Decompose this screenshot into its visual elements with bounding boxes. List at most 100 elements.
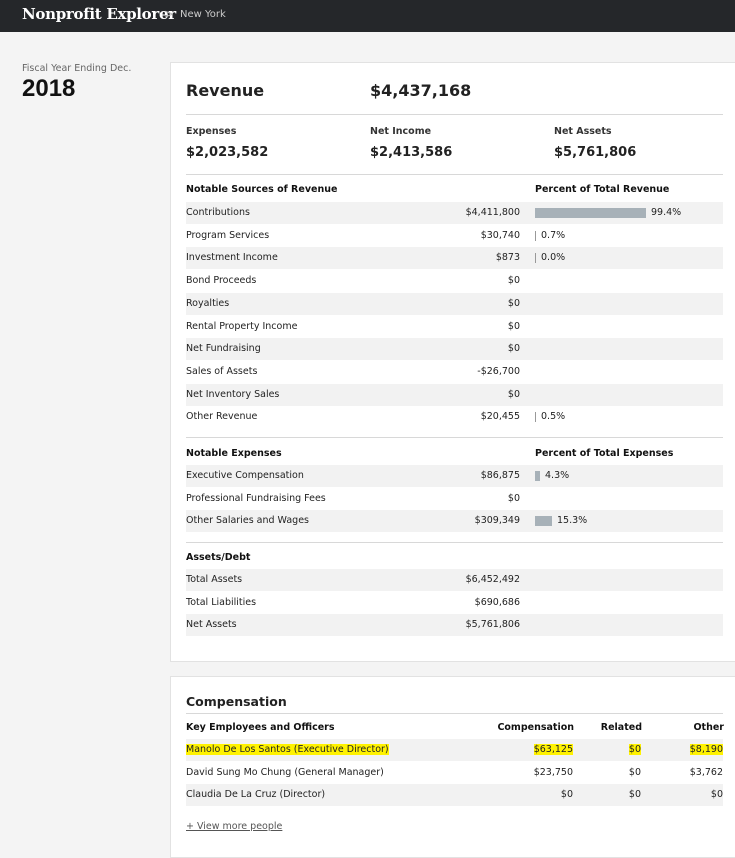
row-amount: $309,349 [474,515,520,527]
row-amount: $0 [507,320,520,332]
divider [186,542,723,543]
employee-name: Manolo De Los Santos (Executive Director… [186,744,389,755]
percent-label: 99.4% [651,207,682,218]
percent-label: 15.3% [557,515,588,527]
revenue-value: $4,437,168 [370,81,472,100]
row-label: Other Salaries and Wages [186,515,309,527]
percent-bar [535,516,552,527]
table-row: Contributions $4,411,800 99.4% [186,202,723,224]
percent-label: 0.0% [541,252,566,264]
col-header-related: Related [600,722,642,733]
table-row: Claudia De La Cruz (Director) $0 $0 $0 [186,784,723,806]
top-nav-bar: Nonprofit Explorer > New York [0,0,735,32]
expenses-label: Expenses [186,126,237,137]
divider [186,713,723,714]
table-row: Other Revenue $20,455 0.5% [186,406,723,428]
row-label: Investment Income [186,252,278,264]
row-label: Executive Compensation [186,470,304,481]
employee-related: $0 [628,744,641,755]
row-amount: $0 [507,388,520,400]
table-row: Royalties $0 [186,292,723,315]
col-header-compensation: Compensation [497,722,574,733]
breadcrumb-state[interactable]: New York [180,9,226,20]
row-amount: $0 [507,275,520,287]
table-row: Rental Property Income $0 [186,316,723,338]
expenses-value: $2,023,582 [186,145,269,160]
table-row: Investment Income $873 0.0% [186,247,723,270]
compensation-title: Compensation [186,694,287,709]
row-label: Program Services [186,229,270,241]
table-row: David Sung Mo Chung (General Manager) $23… [186,762,723,784]
employee-compensation: $23,750 [533,766,573,778]
view-more-people-link[interactable]: + View more people [186,821,283,832]
row-amount: $30,740 [480,229,520,241]
percent-bar [535,412,536,423]
expenses-header: Notable Expenses [186,448,282,459]
row-label: Total Assets [186,574,243,585]
fiscal-year: 2018 [22,75,76,102]
col-header-name: Key Employees and Officers [186,722,335,733]
table-row: Total Liabilities $690,686 [186,592,723,614]
row-label: Net Inventory Sales [186,388,280,400]
row-label: Royalties [186,297,230,309]
percent-label: 0.7% [541,229,566,241]
row-label: Other Revenue [186,411,258,423]
employee-name: Claudia De La Cruz (Director) [186,789,326,800]
row-amount: $5,761,806 [465,619,520,631]
row-amount: -$26,700 [477,365,520,377]
table-row: Program Services $30,740 0.7% [186,225,723,247]
row-label: Total Liabilities [186,596,257,608]
row-label: Net Fundraising [186,343,261,355]
net-assets-label: Net Assets [554,126,612,137]
row-amount: $0 [507,492,520,504]
divider [186,174,723,175]
row-amount: $690,686 [474,596,520,608]
net-income-value: $2,413,586 [370,145,453,160]
percent-bar [535,253,536,264]
percent-bar [535,230,536,241]
divider [186,114,723,115]
table-row: Net Assets $5,761,806 [186,614,723,637]
revenue-pct-header: Percent of Total Revenue [535,184,670,195]
percent-bar [535,208,646,218]
employee-other: $0 [710,789,723,800]
net-income-label: Net Income [370,126,432,137]
row-amount: $0 [507,297,520,309]
compensation-card: Compensation Key Employees and Officers … [170,676,735,858]
table-row: Net Inventory Sales $0 [186,383,723,406]
table-row: Total Assets $6,452,492 [186,569,723,591]
row-amount: $20,455 [480,411,520,423]
row-label: Net Assets [186,619,237,631]
employee-other: $3,762 [689,766,723,778]
row-label: Rental Property Income [186,320,298,332]
revenue-label: Revenue [186,81,265,100]
employee-name: David Sung Mo Chung (General Manager) [186,766,384,778]
row-amount: $4,411,800 [465,207,520,218]
table-row: Manolo De Los Santos (Executive Director… [186,739,723,761]
row-label: Sales of Assets [186,365,258,377]
table-row: Other Salaries and Wages $309,349 15.3% [186,510,723,533]
employee-related: $0 [628,766,641,778]
table-row: Professional Fundraising Fees $0 [186,488,723,510]
site-logo[interactable]: Nonprofit Explorer [22,5,176,23]
table-row: Bond Proceeds $0 [186,270,723,292]
row-label: Contributions [186,207,250,218]
row-label: Professional Fundraising Fees [186,492,326,504]
revenue-sources-header: Notable Sources of Revenue [186,184,338,195]
divider [186,437,723,438]
employee-other: $8,190 [689,744,723,755]
row-amount: $873 [495,252,520,264]
percent-label: 4.3% [545,470,570,481]
row-amount: $86,875 [480,470,520,481]
row-amount: $0 [507,343,520,355]
employee-compensation: $63,125 [533,744,573,755]
financials-card: Revenue $4,437,168 Expenses $2,023,582 N… [170,62,735,662]
assets-header: Assets/Debt [186,552,251,563]
percent-bar [535,471,540,481]
table-row: Net Fundraising $0 [186,338,723,361]
percent-label: 0.5% [541,411,566,423]
chevron-right-icon: > [164,7,175,21]
employee-compensation: $0 [560,789,573,800]
expenses-pct-header: Percent of Total Expenses [535,448,674,459]
table-row: Sales of Assets -$26,700 [186,361,723,383]
